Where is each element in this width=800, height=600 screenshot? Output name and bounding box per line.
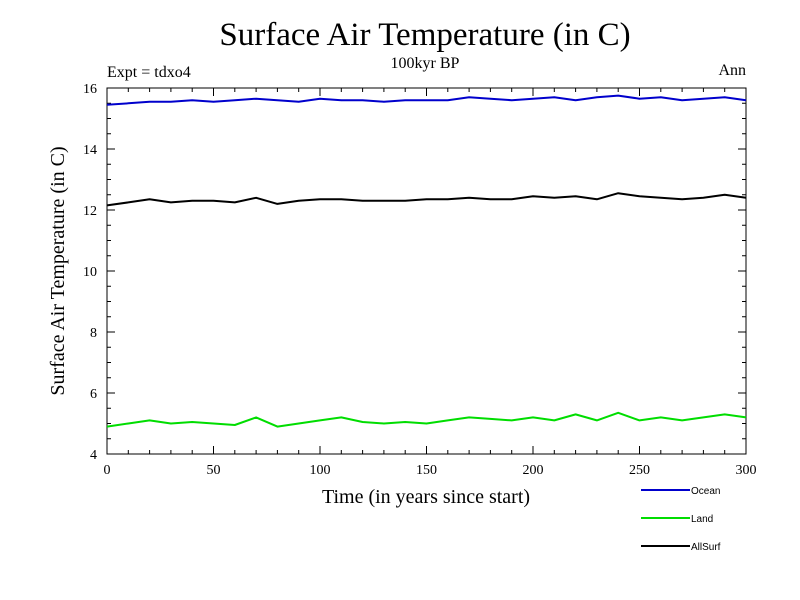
x-tick-label: 150 [416,463,437,478]
series-line-allsurf [106,192,747,207]
y-tick-label: 4 [90,448,97,463]
y-tick-label: 10 [83,265,97,280]
y-axis-ticks: 4 6 8 10 12 14 16 [83,82,746,463]
legend: Ocean Land AllSurf [641,486,721,553]
x-tick-label: 50 [207,463,221,478]
chart-title: Surface Air Temperature (in C) [219,17,630,53]
x-tick-label: 100 [310,463,331,478]
x-tick-label: 200 [523,463,544,478]
y-tick-label: 14 [83,143,97,158]
x-axis-label: Time (in years since start) [322,486,530,508]
x-tick-label: 300 [736,463,757,478]
plot-frame [106,87,747,455]
experiment-label: Expt = tdxo4 [107,64,191,81]
y-tick-label: 12 [83,204,97,219]
season-label: Ann [718,62,746,79]
legend-label-ocean: Ocean [691,486,720,497]
x-axis-ticks: 0 50 100 150 200 250 300 [104,88,757,478]
chart-subtitle: 100kyr BP [391,55,460,72]
legend-label-land: Land [691,514,713,525]
x-tick-label: 250 [629,463,650,478]
y-tick-label: 8 [90,326,97,341]
y-axis-label: Surface Air Temperature (in C) [47,146,69,395]
y-tick-label: 16 [83,82,97,97]
legend-label-allsurf: AllSurf [691,542,721,553]
series-line-ocean [106,94,747,106]
series-line-land [106,411,747,428]
y-tick-label: 6 [90,387,97,402]
series-lines [106,94,747,428]
minor-ticks [106,87,747,455]
x-tick-label: 0 [104,463,111,478]
